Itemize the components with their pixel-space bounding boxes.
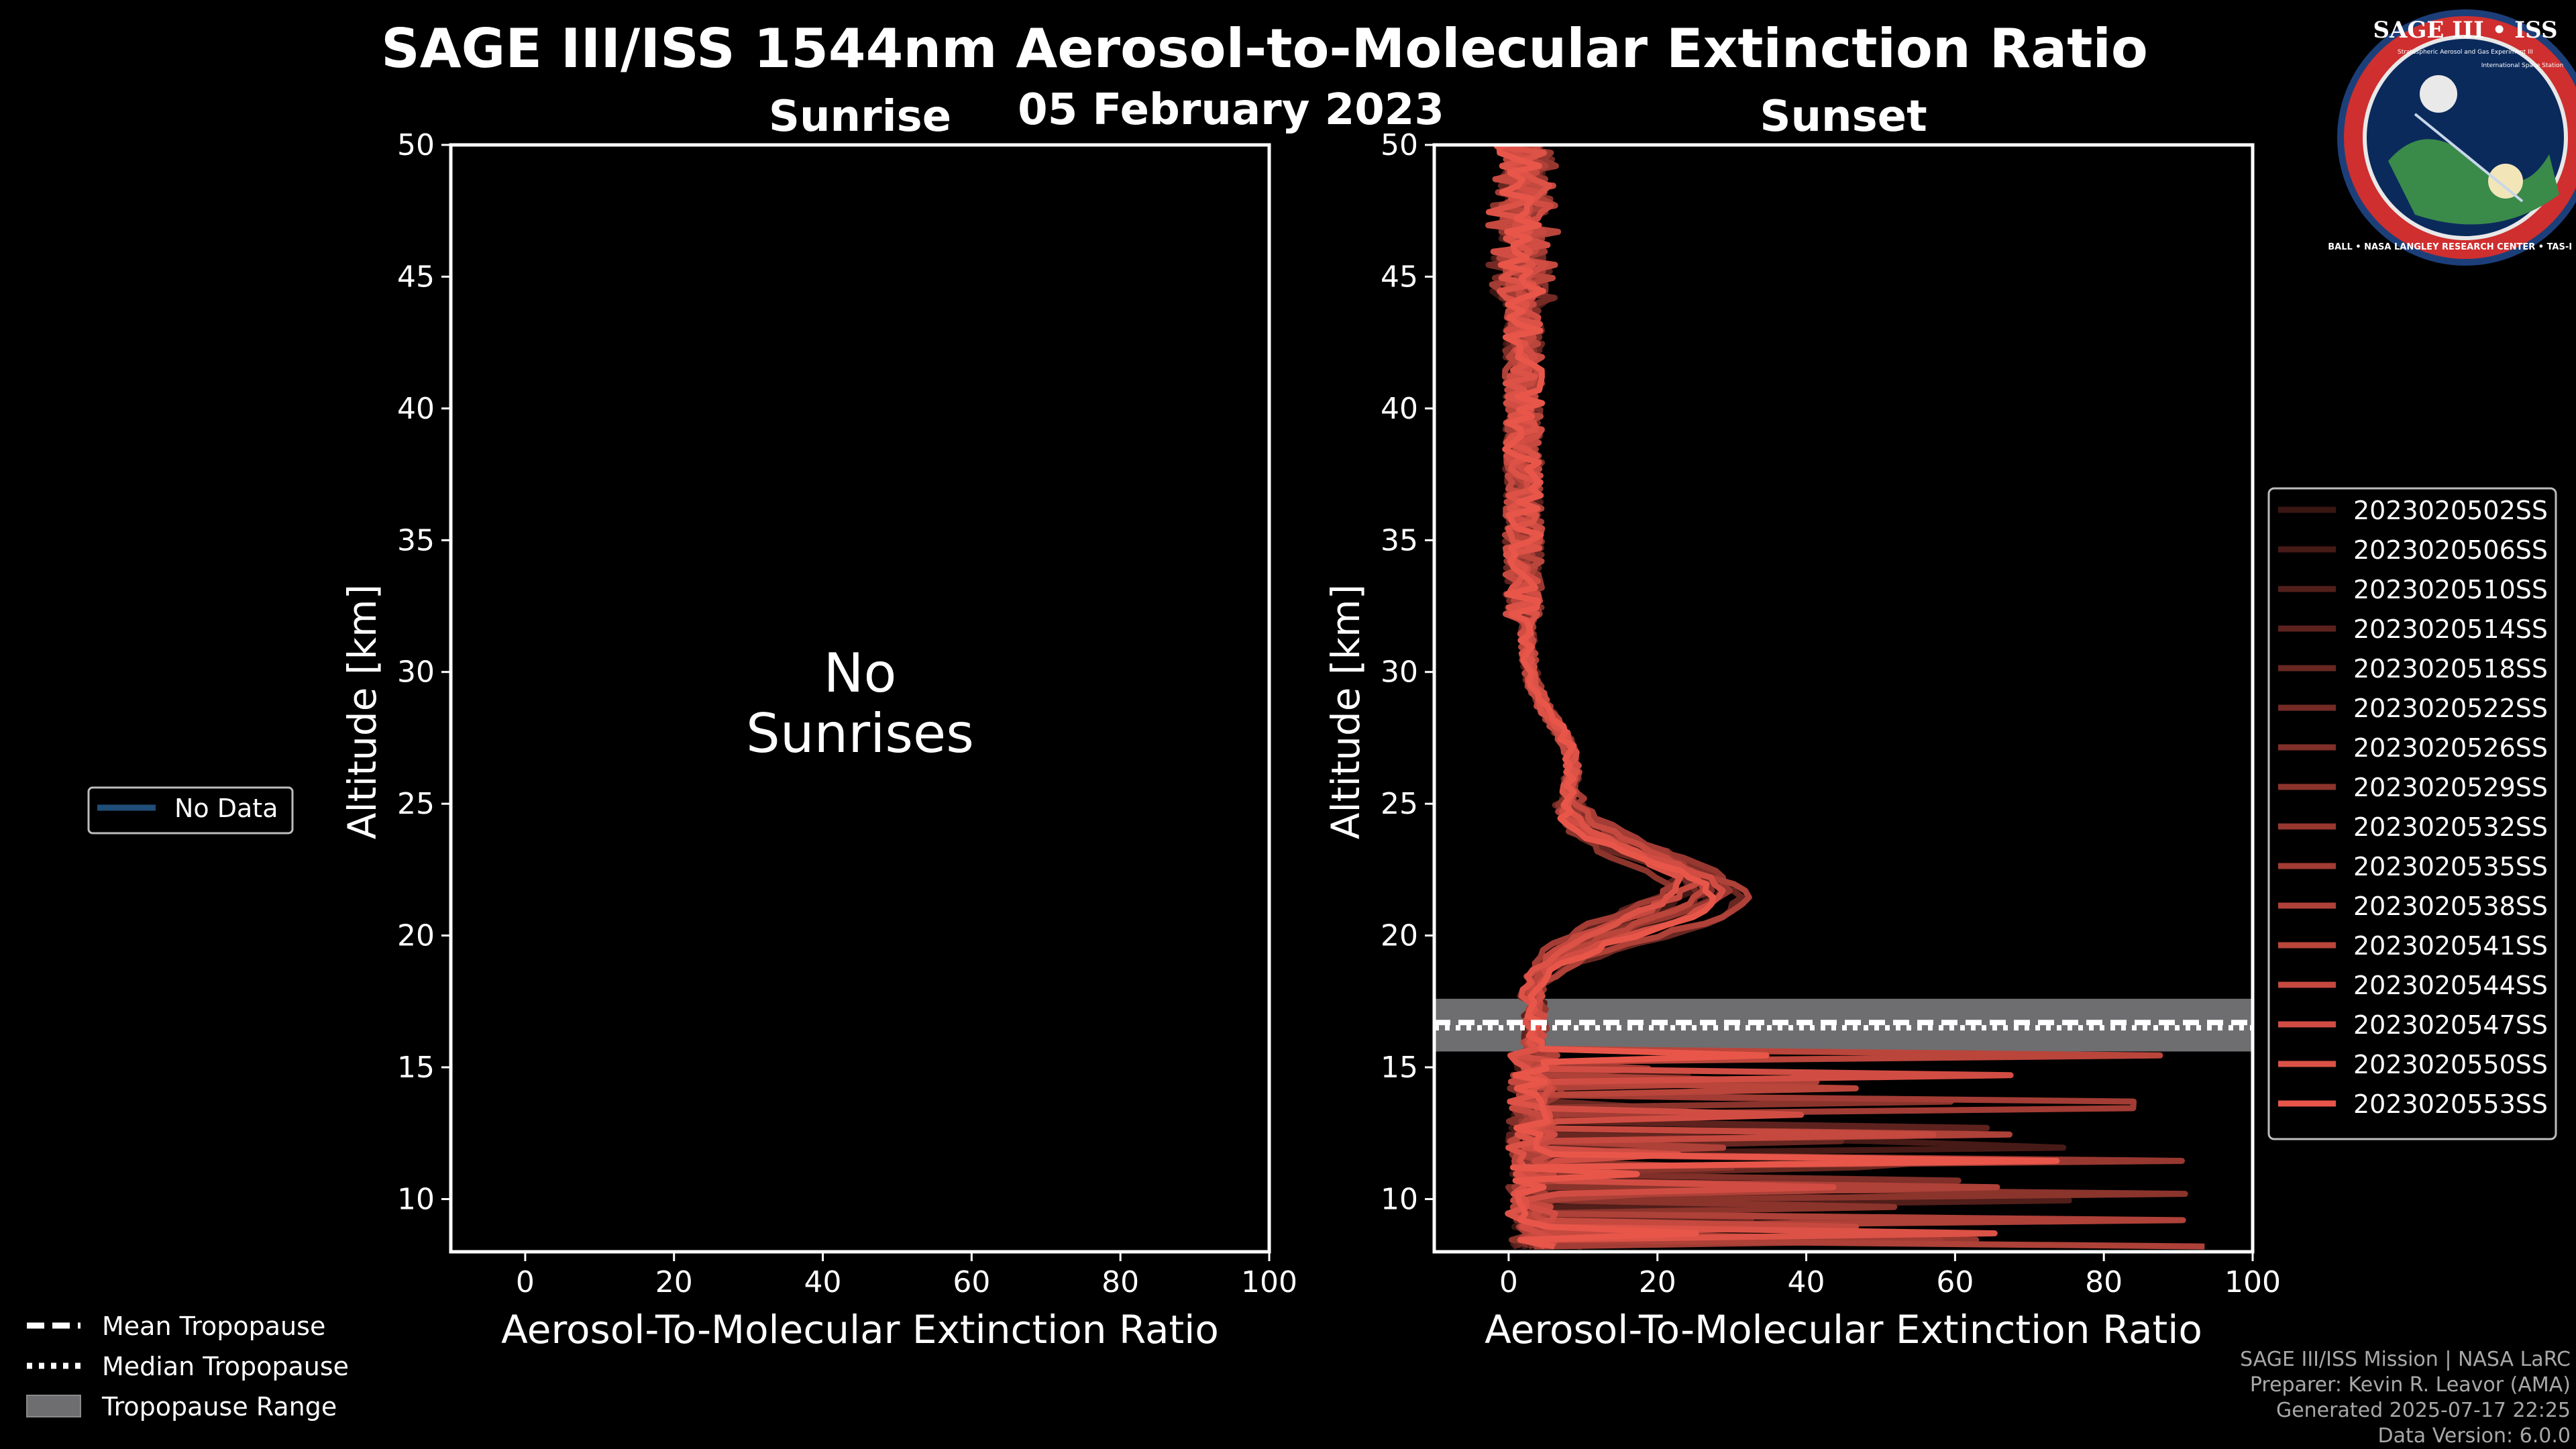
y-tick-label: 10 [397,1182,435,1216]
series-legend-label: 2023020535SS [2353,852,2548,881]
series-legend-label: 2023020506SS [2353,535,2548,565]
series-legend: 2023020502SS 2023020506SS 2023020510SS 2023… [2267,487,2557,1140]
logo-tagline: Stratospheric Aerosol and Gas Experiment… [2398,49,2533,56]
x-axis-label: Aerosol-To-Molecular Extinction Ratio [501,1307,1219,1352]
logo-name: SAGE III • ISS [2373,17,2557,44]
x-tick-label: 0 [516,1265,535,1299]
y-tick-label: 50 [1381,128,1418,162]
y-tick-label: 50 [397,128,435,162]
x-tick-label: 0 [1499,1265,1518,1299]
y-tick-label: 25 [397,787,435,821]
x-tick-label: 80 [2085,1265,2123,1299]
sunset-panel: Sunset 0 20 40 60 80 100 10 15 20 25 30 35 40 45 50 Aero… [1323,92,2281,1352]
series-legend-label: 2023020529SS [2353,773,2548,802]
y-tick-label: 20 [397,919,435,953]
figure-title: SAGE III/ISS 1544nm Aerosol-to-Molecular… [381,17,2148,80]
credits: SAGE III/ISS Mission | NASA LaRC Prepare… [2240,1348,2571,1448]
sunrise-panel: Sunrise 0 20 40 60 80 100 10 15 20 25 30 35 40 45 50 Aer… [339,92,1297,1352]
series-legend-label: 2023020547SS [2353,1010,2548,1040]
y-tick-label: 10 [1381,1182,1418,1216]
no-sunrises-message-line1: No [824,642,897,704]
x-tick-label: 20 [655,1265,693,1299]
y-tick-label: 15 [397,1051,435,1085]
tropopause-legend: Mean Tropopause Median Tropopause Tropop… [26,1311,349,1421]
y-tick-label: 35 [397,523,435,557]
tropopause-range-swatch [26,1395,81,1417]
logo-ring: BALL • NASA LANGLEY RESEARCH CENTER • TA… [2328,242,2576,252]
panel-title: Sunset [1760,92,1927,142]
series-legend-label: 2023020553SS [2353,1089,2548,1119]
x-tick-label: 100 [1241,1265,1297,1299]
x-tick-label: 40 [1788,1265,1825,1299]
panel-title: Sunrise [769,92,951,142]
no-data-legend: No Data [87,786,294,835]
x-tick-label: 60 [953,1265,990,1299]
y-tick-label: 15 [1381,1051,1418,1085]
x-axis-label: Aerosol-To-Molecular Extinction Ratio [1485,1307,2202,1352]
credit-generated: Generated 2025-07-17 22:25 [2276,1399,2571,1422]
y-tick-label: 25 [1381,787,1418,821]
credit-version: Data Version: 6.0.0 [2378,1424,2571,1448]
series-legend-label: 2023020514SS [2353,614,2548,644]
series-legend-label: 2023020541SS [2353,931,2548,961]
series-legend-frame [2267,487,2557,1140]
mean-tropopause-label: Mean Tropopause [102,1311,325,1341]
series-legend-label: 2023020522SS [2353,694,2548,723]
plot-area [1434,145,2253,1250]
series-legend-label: 2023020544SS [2353,971,2548,1000]
y-tick-label: 20 [1381,919,1418,953]
profile-line [1490,145,2014,1248]
credit-mission: SAGE III/ISS Mission | NASA LaRC [2240,1348,2571,1371]
x-tick-label: 40 [804,1265,842,1299]
y-tick-label: 45 [1381,260,1418,294]
y-tick-label: 40 [1381,392,1418,426]
y-tick-label: 30 [397,655,435,690]
figure-date: 05 February 2023 [1018,85,1444,135]
tropopause-range-label: Tropopause Range [101,1392,337,1421]
no-sunrises-message-line2: Sunrises [746,702,974,765]
series-legend-label: 2023020526SS [2353,733,2548,763]
x-tick-label: 100 [2224,1265,2281,1299]
credit-preparer: Preparer: Kevin R. Leavor (AMA) [2250,1373,2571,1397]
x-tick-label: 80 [1102,1265,1139,1299]
series-legend-label: 2023020502SS [2353,496,2548,525]
y-tick-label: 35 [1381,523,1418,557]
x-tick-label: 60 [1936,1265,1974,1299]
x-tick-label: 20 [1639,1265,1676,1299]
series-legend-label: 2023020518SS [2353,654,2548,684]
sage-mission-logo: SAGE III • ISS Stratospheric Aerosol and… [2328,9,2576,266]
y-tick-label: 30 [1381,655,1418,690]
y-tick-label: 40 [397,392,435,426]
y-axis-label: Altitude [km] [339,584,385,839]
series-legend-label: 2023020532SS [2353,812,2548,842]
series-legend-label: 2023020510SS [2353,575,2548,604]
plot-frame [449,143,1271,1254]
series-legend-label: 2023020538SS [2353,892,2548,921]
profile-line [1496,145,2060,1250]
plot-frame [1432,143,2255,1254]
y-axis-label: Altitude [km] [1323,584,1368,839]
median-tropopause-label: Median Tropopause [102,1352,349,1381]
no-data-legend-label: No Data [174,794,278,823]
y-tick-label: 45 [397,260,435,294]
series-legend-label: 2023020550SS [2353,1050,2548,1079]
logo-tagline-2: International Space Station [2481,62,2564,69]
